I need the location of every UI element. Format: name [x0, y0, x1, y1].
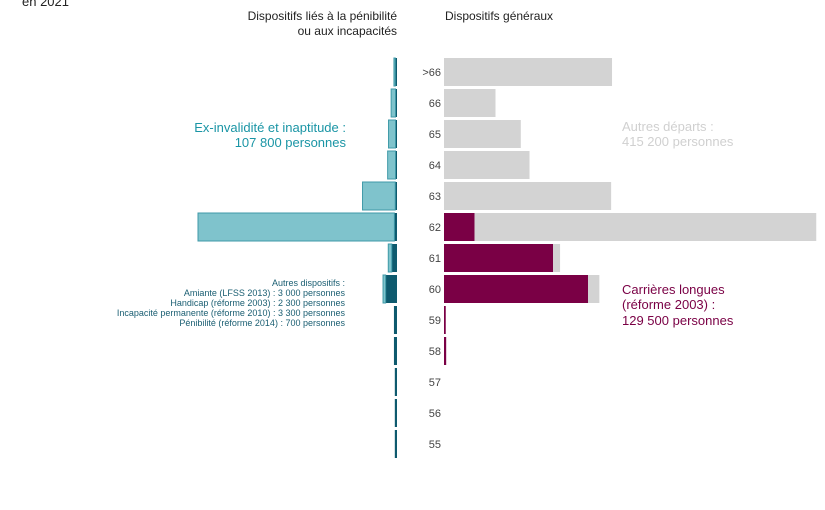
left-panel-title-line2: ou aux incapacités — [298, 24, 397, 38]
bar-other-departures — [444, 58, 613, 86]
bar-invalidity — [388, 119, 397, 149]
bar-other-departures — [444, 151, 530, 179]
age-tick-label: 56 — [429, 408, 441, 420]
age-tick-label: 62 — [429, 222, 441, 234]
bar-long-careers — [444, 337, 447, 365]
bar-other-departures — [444, 182, 612, 210]
left-bars-group — [197, 57, 397, 458]
age-tick-label: >66 — [422, 67, 441, 79]
right-bars-group — [444, 58, 817, 365]
bar-other-departures — [474, 213, 817, 241]
bar-other-devices — [395, 58, 397, 86]
long-careers-annotation-line1: Carrières longues — [622, 282, 725, 297]
age-tick-label: 59 — [429, 315, 441, 327]
chart-title-fragment: en 2021 — [22, 0, 69, 9]
bar-invalidity — [390, 88, 396, 118]
other-devices-item: Handicap (réforme 2003) : 2 300 personne… — [170, 298, 345, 308]
invalidity-annotation-line1: Ex-invalidité et inaptitude : — [194, 120, 346, 135]
bar-long-careers — [444, 244, 554, 272]
age-tick-label: 57 — [429, 377, 441, 389]
bar-other-departures — [588, 275, 600, 303]
bar-other-devices — [393, 306, 397, 334]
bar-other-devices — [394, 399, 397, 427]
bar-invalidity — [362, 181, 396, 211]
bar-other-devices — [395, 89, 397, 117]
age-tick-label: 55 — [429, 439, 441, 451]
bar-invalidity — [387, 150, 397, 180]
right-panel-title: Dispositifs généraux — [445, 9, 553, 23]
bar-long-careers — [444, 275, 589, 303]
bar-other-devices — [394, 430, 397, 458]
other-devices-item: Incapacité permanente (réforme 2010) : 3… — [116, 308, 345, 318]
bar-other-departures — [444, 120, 521, 148]
bar-other-devices — [391, 244, 397, 272]
age-tick-label: 60 — [429, 284, 441, 296]
bar-invalidity — [387, 243, 393, 273]
bar-invalidity — [382, 274, 387, 304]
bar-invalidity — [393, 57, 396, 87]
invalidity-annotation-line2: 107 800 personnes — [235, 135, 347, 150]
age-tick-label: 64 — [429, 160, 441, 172]
bar-invalidity — [197, 212, 395, 242]
other-devices-note: Autres dispositifs : Amiante (LFSS 2013)… — [40, 278, 345, 328]
age-tick-label: 66 — [429, 98, 441, 110]
bar-other-devices — [395, 182, 397, 210]
age-labels-group: >66 66 65 64 63 62 61 60 59 58 57 56 55 — [422, 67, 441, 451]
age-tick-label: 58 — [429, 346, 441, 358]
other-devices-item: Pénibilité (réforme 2014) : 700 personne… — [179, 318, 345, 328]
other-departures-annotation-line2: 415 200 personnes — [622, 134, 734, 149]
other-devices-item: Amiante (LFSS 2013) : 3 000 personnes — [183, 288, 345, 298]
bar-long-careers — [444, 213, 475, 241]
other-devices-title: Autres dispositifs : — [271, 278, 345, 288]
long-careers-annotation-line2: (réforme 2003) : — [622, 297, 715, 312]
long-careers-annotation-line3: 129 500 personnes — [622, 313, 734, 328]
age-tick-label: 61 — [429, 253, 441, 265]
bar-other-devices — [385, 275, 397, 303]
other-departures-annotation-line1: Autres départs : — [622, 119, 714, 134]
bar-other-devices — [395, 151, 397, 179]
age-tick-label: 65 — [429, 129, 441, 141]
bar-other-devices — [394, 213, 397, 241]
bar-other-departures — [553, 244, 561, 272]
left-panel-title-line1: Dispositifs liés à la pénibilité — [248, 9, 398, 23]
bar-other-departures — [444, 89, 496, 117]
bar-other-devices — [393, 337, 397, 365]
bar-other-devices — [394, 368, 397, 396]
age-tick-label: 63 — [429, 191, 441, 203]
bar-long-careers — [444, 306, 446, 334]
bar-other-devices — [395, 120, 397, 148]
